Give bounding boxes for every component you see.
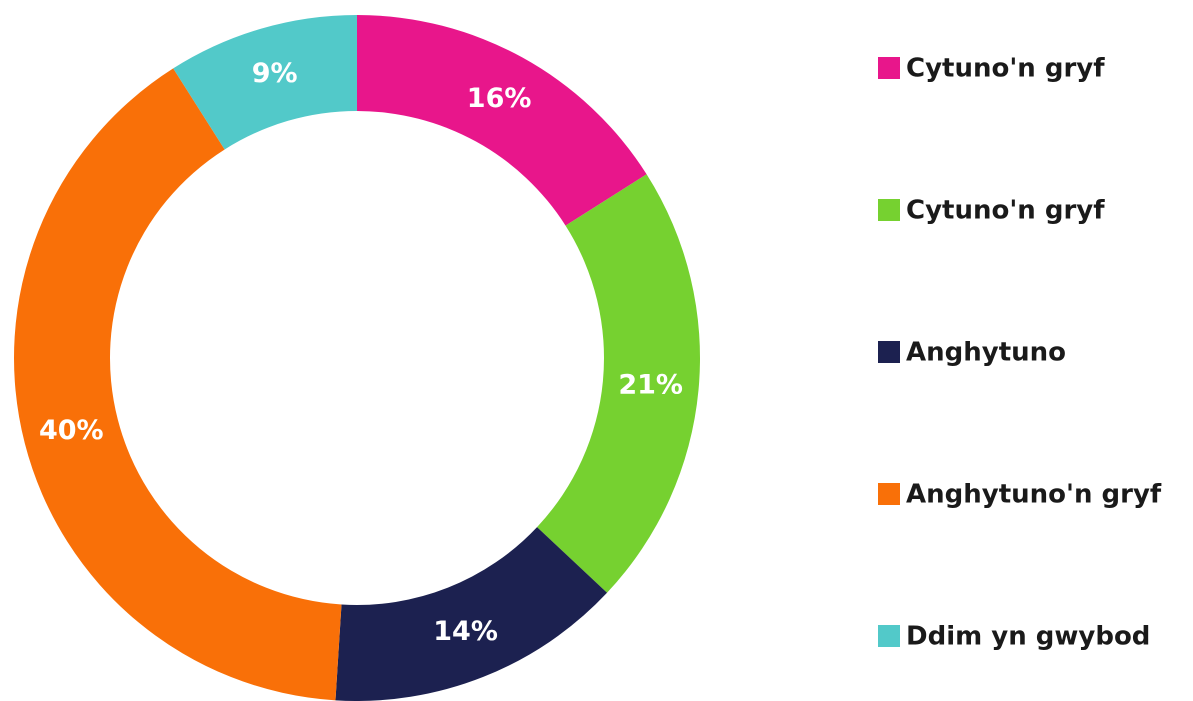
data-label: 21%	[618, 369, 683, 400]
legend-swatch	[878, 483, 900, 505]
data-label: 14%	[433, 616, 498, 647]
legend-swatch	[878, 199, 900, 221]
data-label: 16%	[467, 83, 532, 114]
donut-segment	[13, 68, 342, 701]
donut-segment	[357, 15, 647, 226]
legend-swatch	[878, 341, 900, 363]
legend-swatch	[878, 625, 900, 647]
legend-label: Cytuno'n gryf	[906, 54, 1105, 84]
legend-swatch	[878, 57, 900, 79]
legend-label: Anghytuno	[906, 338, 1066, 368]
donut-segment	[335, 527, 608, 701]
legend-label: Anghytuno'n gryf	[906, 480, 1162, 510]
data-label: 40%	[39, 415, 104, 446]
data-label: 9%	[252, 58, 298, 89]
legend-label: Cytuno'n gryf	[906, 196, 1105, 226]
legend-label: Ddim yn gwybod	[906, 622, 1150, 652]
donut-segment	[173, 15, 357, 150]
donut-segment	[537, 174, 701, 593]
